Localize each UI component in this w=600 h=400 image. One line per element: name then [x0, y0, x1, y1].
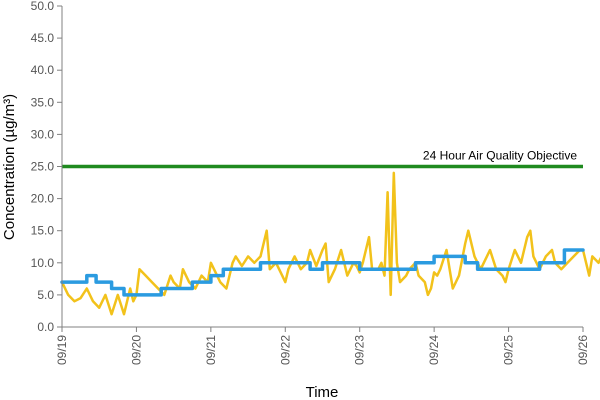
x-tick-label: 09/23 — [353, 335, 367, 365]
y-tick-label: 35.0 — [31, 95, 55, 109]
series-line-average — [60, 248, 585, 297]
series-layer — [60, 171, 600, 316]
y-tick-label: 10.0 — [31, 256, 55, 270]
y-tick-label: 30.0 — [31, 127, 55, 141]
y-axis-title: Concentration (µg/m³) — [1, 94, 18, 240]
x-tick-label: 09/26 — [576, 335, 590, 365]
x-axis-title: Time — [306, 384, 339, 400]
y-tick-label: 15.0 — [31, 224, 55, 238]
y-tick-label: 5.0 — [37, 288, 54, 302]
y-tick-label: 40.0 — [31, 63, 55, 77]
x-tick-label: 09/25 — [502, 335, 516, 365]
x-tick-label: 09/21 — [204, 335, 218, 365]
y-tick-label: 50.0 — [31, 0, 55, 13]
y-tick-label: 25.0 — [31, 160, 55, 174]
x-axis-ticks: 09/19 09/20 09/21 09/22 09/23 09/24 09/25 09/26 — [55, 327, 590, 365]
series-line-hourly — [60, 171, 600, 316]
y-tick-label: 45.0 — [31, 31, 55, 45]
objective-label: 24 Hour Air Quality Objective — [423, 149, 577, 163]
x-tick-label: 09/24 — [427, 335, 441, 365]
y-axis-ticks: 0.0 5.0 10.0 15.0 20.0 25.0 30.0 35.0 40.0 45.0 50… — [31, 0, 62, 334]
x-tick-label: 09/22 — [278, 335, 292, 365]
y-tick-label: 20.0 — [31, 192, 55, 206]
y-tick-label: 0.0 — [37, 320, 54, 334]
x-tick-label: 09/20 — [129, 335, 143, 365]
x-tick-label: 09/19 — [55, 335, 69, 365]
